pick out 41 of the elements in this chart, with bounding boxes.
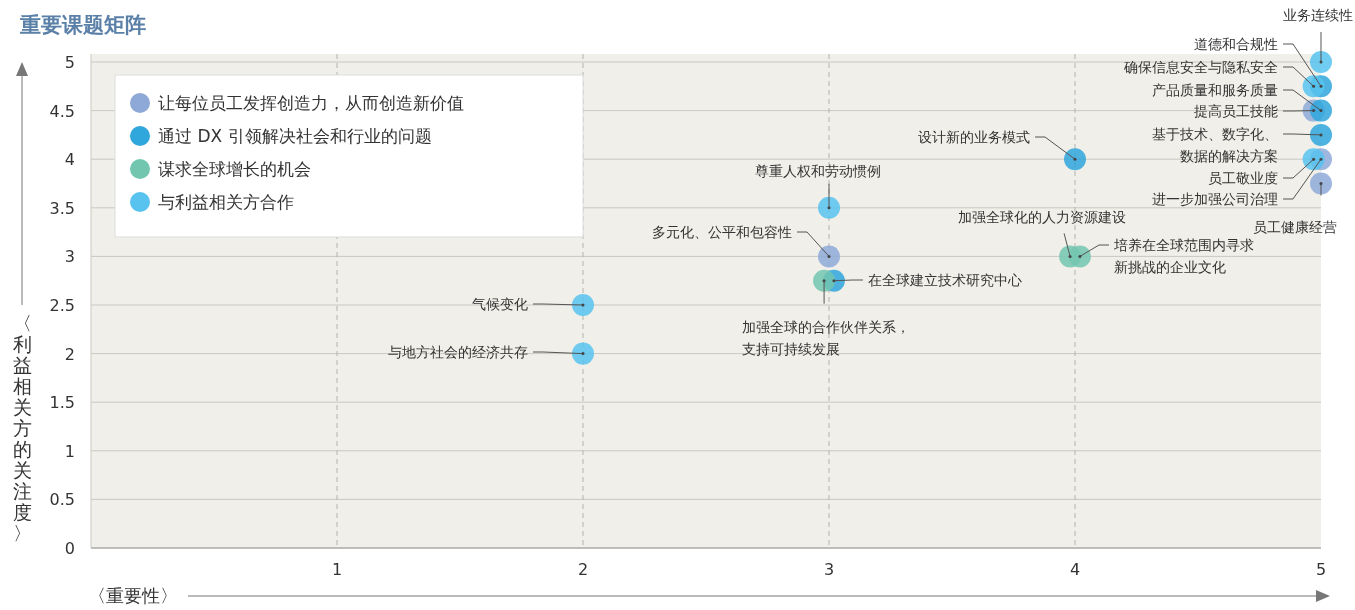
annotation: 加强全球化的人力资源建设: [958, 209, 1126, 225]
x-tick-label: 1: [331, 560, 343, 579]
y-tick-label: 2: [64, 344, 75, 364]
annotation: 员工健康经营: [1253, 219, 1337, 235]
annotation: 进一步加强公司治理: [1152, 191, 1278, 207]
y-tick-label: 2.5: [49, 296, 75, 315]
y-tick-label: 1: [64, 441, 75, 461]
y-tick-label: 3: [64, 247, 75, 267]
x-tick-label: 2: [577, 560, 589, 579]
legend-label: 让每位员工发挥创造力，从而创造新价值: [158, 93, 464, 113]
y-tick-label: 4: [64, 150, 75, 170]
annotation: 业务连续性: [1283, 7, 1353, 23]
annotation: 提高员工技能: [1194, 103, 1278, 119]
annotation: 加强全球的合作伙伴关系，支持可持续发展: [742, 319, 910, 357]
y-tick-label: 3.5: [49, 198, 75, 218]
x-tick-label: 3: [823, 560, 835, 579]
annotation: 气候变化: [472, 296, 528, 312]
y-tick-label: 4.5: [49, 101, 75, 121]
annotation: 道德和合规性: [1194, 36, 1278, 52]
x-tick-label: 4: [1069, 560, 1081, 579]
legend-label: 谋求全球增长的机会: [158, 159, 311, 179]
y-tick-label: 5: [64, 53, 75, 72]
annotation: 确保信息安全与隐私安全: [1123, 59, 1278, 75]
annotation: 与地方社会的经济共存: [388, 344, 528, 360]
x-axis-title: 〈重要性〉: [88, 585, 178, 606]
chart-title: 重要课题矩阵: [19, 13, 146, 37]
annotation: 产品质量和服务质量: [1152, 82, 1278, 98]
y-tick-label: 0.5: [49, 490, 75, 510]
annotation: 在全球建立技术研究中心: [868, 272, 1022, 288]
y-tick-label: 0: [64, 539, 75, 558]
annotation: 基于技术、数字化、数据的解决方案: [1152, 126, 1278, 164]
text: 〈利益相关方的关注度〉: [12, 312, 32, 544]
x-tick-label: 5: [1315, 560, 1327, 579]
legend-label: 与利益相关方合作: [158, 192, 294, 212]
annotation: 员工敬业度: [1208, 170, 1278, 186]
legend-label: 通过 DX 引领解决社会和行业的问题: [158, 126, 432, 146]
annotation: 尊重人权和劳动惯例: [755, 163, 881, 179]
annotation: 培养在全球范围内寻求新挑战的企业文化: [1113, 237, 1254, 275]
y-tick-label: 1.5: [49, 393, 75, 413]
annotation: 多元化、公平和包容性: [652, 224, 792, 240]
annotation: 设计新的业务模式: [918, 129, 1030, 145]
